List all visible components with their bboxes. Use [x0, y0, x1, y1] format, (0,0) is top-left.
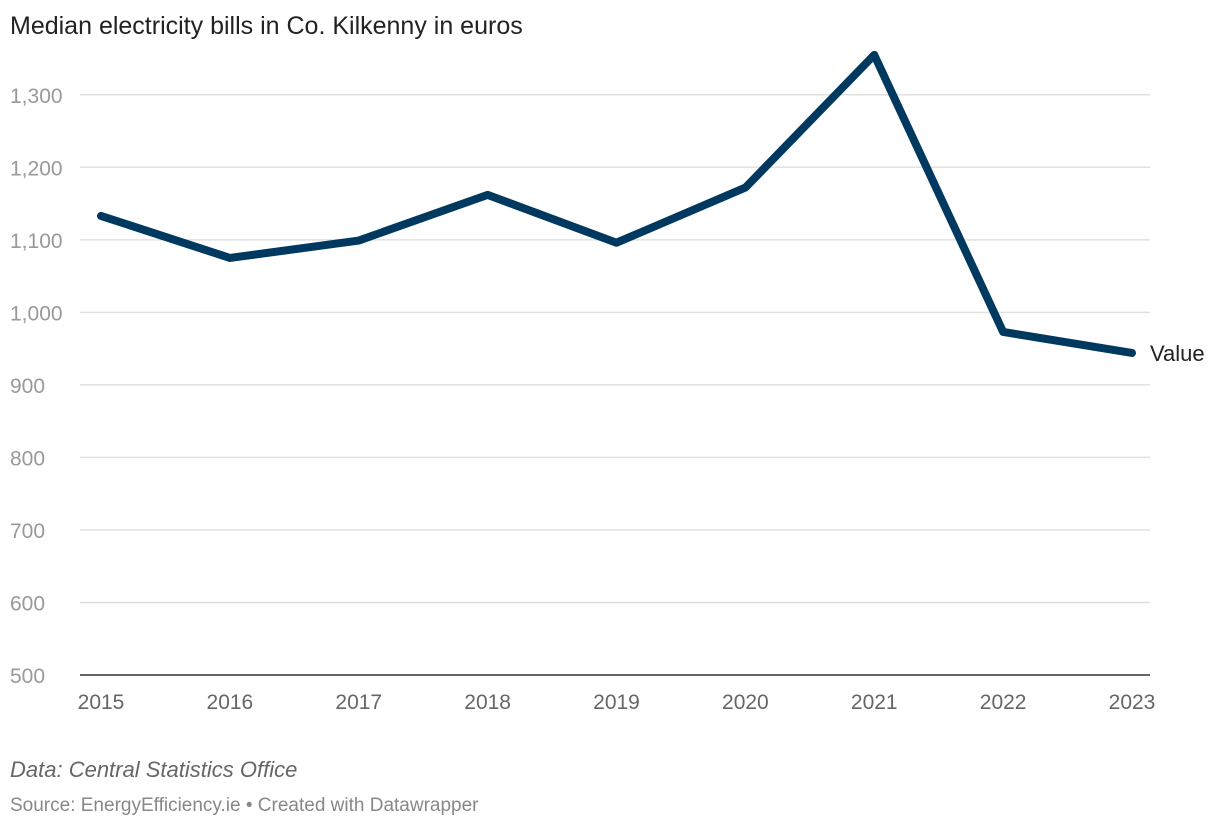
x-tick-label-2020: 2020 — [722, 691, 769, 714]
y-tick-label-900: 900 — [10, 375, 45, 398]
gridlines — [80, 94, 1150, 676]
series-end-label: Value — [1150, 341, 1205, 366]
x-tick-label-2015: 2015 — [78, 691, 125, 714]
y-tick-label-1000: 1,000 — [10, 302, 63, 325]
x-tick-label-2017: 2017 — [335, 691, 382, 714]
x-tick-label-2018: 2018 — [464, 691, 511, 714]
x-tick-label-2023: 2023 — [1109, 691, 1156, 714]
series-line-value — [97, 50, 1136, 357]
y-axis-ticks: 500 600 700 800 900 1,000 1,100 1,200 1,300 — [10, 85, 63, 688]
y-tick-label-1300: 1,300 — [10, 85, 63, 108]
chart-title: Median electricity bills in Co. Kilkenny… — [10, 12, 523, 40]
y-tick-label-600: 600 — [10, 592, 45, 615]
y-tick-label-1200: 1,200 — [10, 157, 63, 180]
series-lines: Value — [97, 50, 1205, 366]
x-axis-ticks: 2015 2016 2017 2018 2019 2020 2021 2022 2023 — [78, 691, 1156, 714]
x-tick-label-2016: 2016 — [207, 691, 254, 714]
source-credit: Source: EnergyEfficiency.ie • Created wi… — [10, 795, 479, 816]
y-tick-label-700: 700 — [10, 520, 45, 543]
x-tick-label-2022: 2022 — [980, 691, 1027, 714]
x-tick-label-2019: 2019 — [593, 691, 640, 714]
y-tick-label-800: 800 — [10, 447, 45, 470]
data-source-note: Data: Central Statistics Office — [10, 757, 298, 782]
x-tick-label-2021: 2021 — [851, 691, 898, 714]
y-tick-label-1100: 1,100 — [10, 230, 63, 253]
y-tick-label-500: 500 — [10, 665, 45, 688]
